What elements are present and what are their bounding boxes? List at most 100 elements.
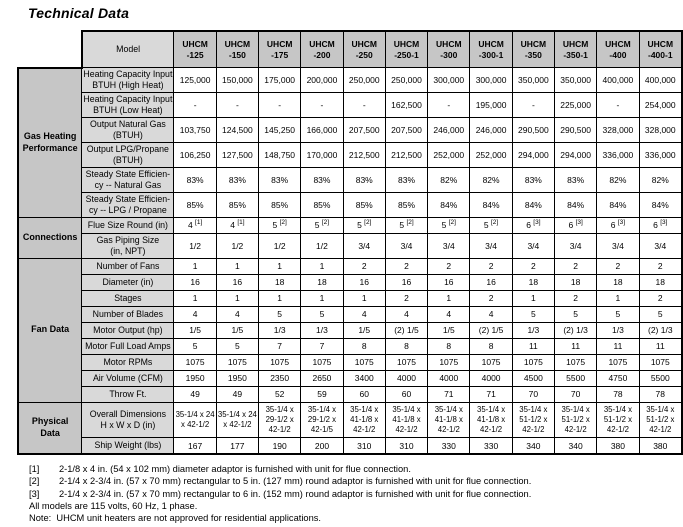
data-cell: 85%	[342, 191, 386, 218]
data-cell: 1075	[215, 353, 260, 371]
data-cell: 70	[511, 385, 556, 403]
data-cell: 3/4	[427, 232, 471, 259]
data-cell: 83%	[384, 166, 429, 193]
data-cell: 2	[638, 289, 683, 307]
data-cell: 3/4	[469, 232, 513, 259]
row-label: Number of Fans	[81, 257, 175, 275]
row-label: Output LPG/Propane (BTUH)	[81, 141, 175, 168]
data-cell: 83%	[258, 166, 302, 193]
data-cell: 49	[173, 385, 217, 403]
footnote-line: [2] 2-1/4 x 2-3/4 in. (57 x 70 mm) rectan…	[29, 475, 683, 487]
data-cell: 84%	[469, 191, 513, 218]
data-cell: 59	[300, 385, 344, 403]
data-cell: 310	[384, 437, 429, 456]
data-cell: 85%	[215, 191, 260, 218]
group-label: Gas Heating Performance	[17, 66, 83, 218]
data-cell: 35-1/4 x 24 x 42-1/2	[173, 401, 217, 439]
data-cell: 84%	[511, 191, 556, 218]
footnote-line: [3] 2-1/4 x 2-3/4 in. (57 x 70 mm) rectan…	[29, 488, 683, 500]
data-cell: 207,500	[342, 116, 386, 143]
column-header-model: UHCM -200	[300, 30, 344, 68]
data-cell: 5	[596, 305, 640, 323]
data-cell: 1075	[596, 353, 640, 371]
data-cell: 125,000	[173, 67, 217, 93]
data-cell: 6 [3]	[596, 216, 640, 234]
data-cell: 1075	[427, 353, 471, 371]
data-cell: 2	[384, 257, 429, 275]
row-label: Number of Blades	[81, 305, 175, 323]
data-cell: 8	[342, 337, 386, 355]
data-cell: 340	[553, 437, 598, 456]
column-header-model: UHCM -250-1	[384, 30, 429, 68]
table-row: Motor Output (hp) 1/5 1/5 1/3 1/3 1/5 (2) 1/5 1…	[18, 321, 683, 339]
data-cell: 52	[258, 385, 302, 403]
row-label: Motor RPMs	[81, 353, 175, 371]
data-cell: 1/2	[300, 232, 344, 259]
data-cell: 2	[427, 257, 471, 275]
data-cell: 1075	[469, 353, 513, 371]
data-cell: 7	[258, 337, 302, 355]
data-cell: 1950	[215, 369, 260, 387]
data-cell: 2	[553, 289, 598, 307]
data-cell: 35-1/4 x 29-1/2 x 42-1/5	[300, 401, 344, 439]
data-cell: 5 [2]	[342, 216, 386, 234]
data-cell: 177	[215, 437, 260, 456]
data-cell: 5	[300, 305, 344, 323]
data-cell: 11	[596, 337, 640, 355]
data-cell: 6 [3]	[638, 216, 683, 234]
data-cell: (2) 1/3	[553, 321, 598, 339]
data-cell: 1/2	[215, 232, 260, 259]
data-cell: 350,000	[553, 67, 598, 93]
data-cell: 16	[173, 273, 217, 291]
data-cell: 2	[384, 289, 429, 307]
data-cell: 16	[215, 273, 260, 291]
data-cell: 11	[638, 337, 683, 355]
data-cell: (2) 1/5	[384, 321, 429, 339]
data-cell: 1075	[173, 353, 217, 371]
table-body: Gas Heating Performance Heating Capacity …	[17, 66, 683, 456]
data-cell: 4000	[427, 369, 471, 387]
data-cell: 330	[469, 437, 513, 456]
data-cell: 4	[384, 305, 429, 323]
data-cell: 246,000	[469, 116, 513, 143]
row-label: Motor Full Load Amps	[81, 337, 175, 355]
footnote-tag: [1]	[29, 464, 40, 475]
data-cell: 35-1/4 x 41-1/8 x 42-1/2	[342, 401, 386, 439]
data-cell: 1/3	[511, 321, 556, 339]
data-cell: 1	[342, 289, 386, 307]
data-cell: 252,000	[469, 141, 513, 168]
data-cell: 1075	[342, 353, 386, 371]
data-cell: 3/4	[384, 232, 429, 259]
table-row: Motor Full Load Amps 5 5 7 7 8 8 8 8 11 11 11 11	[18, 337, 683, 355]
data-cell: 4000	[384, 369, 429, 387]
table-row: Output Natural Gas (BTUH) 103,750 124,500 1…	[18, 116, 683, 143]
data-cell: 1	[596, 289, 640, 307]
data-cell: 145,250	[258, 116, 302, 143]
data-cell: 5 [2]	[384, 216, 429, 234]
data-cell: 4	[427, 305, 471, 323]
data-cell: 5 [2]	[427, 216, 471, 234]
data-cell: 4000	[469, 369, 513, 387]
column-header-model: UHCM -400-1	[638, 30, 683, 68]
table-row: Steady State Efficien- cy -- Natural Gas…	[18, 166, 683, 193]
table-row: Gas Piping Size (in, NPT) 1/2 1/2 1/2 1/2 3/4…	[18, 232, 683, 259]
data-cell: 328,000	[596, 116, 640, 143]
data-cell: 60	[342, 385, 386, 403]
table-row: Number of Blades 4 4 5 5 4 4 4 4 5 5 5 5	[18, 305, 683, 323]
data-cell: 5 [2]	[300, 216, 344, 234]
data-cell: 246,000	[427, 116, 471, 143]
row-label: Stages	[81, 289, 175, 307]
data-cell: 1	[511, 289, 556, 307]
data-cell: 18	[553, 273, 598, 291]
data-cell: 1	[173, 289, 217, 307]
data-cell: 254,000	[638, 91, 683, 118]
data-cell: 84%	[596, 191, 640, 218]
data-cell: 5	[215, 337, 260, 355]
data-cell: -	[596, 91, 640, 118]
data-cell: -	[427, 91, 471, 118]
data-cell: 166,000	[300, 116, 344, 143]
technical-data-table: Model UHCM -125 UHCM -150 UHCM -175 UHCM -20…	[17, 30, 683, 456]
data-cell: 1	[258, 257, 302, 275]
table-row: Connections Flue Size Round (in) 4 [1] 4 [1…	[17, 216, 683, 259]
table-row: Fan Data Number of Fans 1 1 1 1 2 2 2 2 2 2 2 2	[17, 257, 683, 403]
